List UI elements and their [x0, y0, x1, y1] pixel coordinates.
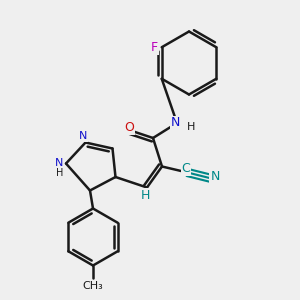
- Text: N: N: [79, 131, 87, 141]
- Text: C: C: [182, 161, 190, 175]
- Text: F: F: [151, 41, 158, 54]
- Text: O: O: [124, 121, 134, 134]
- Text: N: N: [55, 158, 64, 169]
- Text: N: N: [210, 170, 220, 184]
- Text: N: N: [171, 116, 180, 130]
- Text: H: H: [187, 122, 195, 132]
- Text: H: H: [56, 168, 63, 178]
- Text: CH₃: CH₃: [82, 281, 103, 291]
- Text: H: H: [141, 189, 150, 203]
